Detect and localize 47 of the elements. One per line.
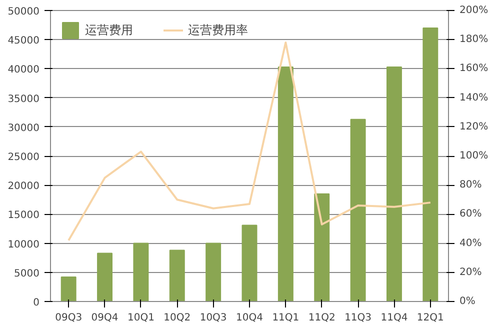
x-tick-label: 11Q4 xyxy=(380,312,408,324)
y2-tick-label: 0% xyxy=(460,296,476,307)
x-tick-label: 11Q1 xyxy=(272,312,300,324)
x-tick-label: 11Q3 xyxy=(344,312,372,324)
bar xyxy=(242,224,258,302)
legend-label: 运营费用率 xyxy=(188,22,248,38)
y-tick-label: 5000 xyxy=(14,268,40,280)
y2-tick-label: 140% xyxy=(460,92,488,104)
y2-tick-label: 120% xyxy=(460,121,488,132)
y-tick-label: 20000 xyxy=(8,181,40,192)
y-tick-label: 10000 xyxy=(8,239,40,250)
y2-tick-label: 60% xyxy=(460,208,482,220)
x-tick-label: 11Q2 xyxy=(308,312,336,324)
y-tick-label: 45000 xyxy=(8,36,40,47)
y2-tick-label: 40% xyxy=(460,238,482,249)
bar xyxy=(386,66,402,302)
y-tick-label: 35000 xyxy=(8,94,40,105)
bar xyxy=(133,242,149,302)
y2-tick-label: 80% xyxy=(460,180,482,191)
y2-tick-label: 180% xyxy=(460,34,488,46)
y-tick-label: 50000 xyxy=(8,6,40,18)
x-tick-label: 09Q4 xyxy=(91,312,118,324)
bar xyxy=(422,27,438,302)
bar xyxy=(60,276,76,302)
y-tick-label: 0 xyxy=(33,298,40,308)
x-tick-label: 10Q1 xyxy=(127,312,154,324)
line-series xyxy=(68,42,432,242)
x-tick-label: 09Q3 xyxy=(55,312,82,324)
bar xyxy=(314,193,330,302)
x-tick-label: 12Q1 xyxy=(416,312,444,324)
x-tick-label: 10Q2 xyxy=(164,312,191,324)
bar xyxy=(206,242,222,302)
x-tick-label: 10Q3 xyxy=(200,312,227,324)
y-tick-label: 15000 xyxy=(8,210,40,222)
bar xyxy=(169,250,185,302)
y2-tick-label: 20% xyxy=(460,266,482,278)
x-tick-label: 10Q4 xyxy=(236,312,263,324)
y2-tick-label: 160% xyxy=(460,63,488,74)
bar xyxy=(97,252,113,302)
y2-tick-label: 200% xyxy=(460,5,488,16)
y2-tick-label: 100% xyxy=(460,150,488,162)
y-tick-label: 40000 xyxy=(8,64,40,76)
y-tick-label: 30000 xyxy=(8,122,40,134)
bar xyxy=(278,66,294,302)
bar xyxy=(350,118,366,302)
legend-label: 运营费用 xyxy=(85,22,133,38)
y-tick-label: 25000 xyxy=(8,152,40,163)
